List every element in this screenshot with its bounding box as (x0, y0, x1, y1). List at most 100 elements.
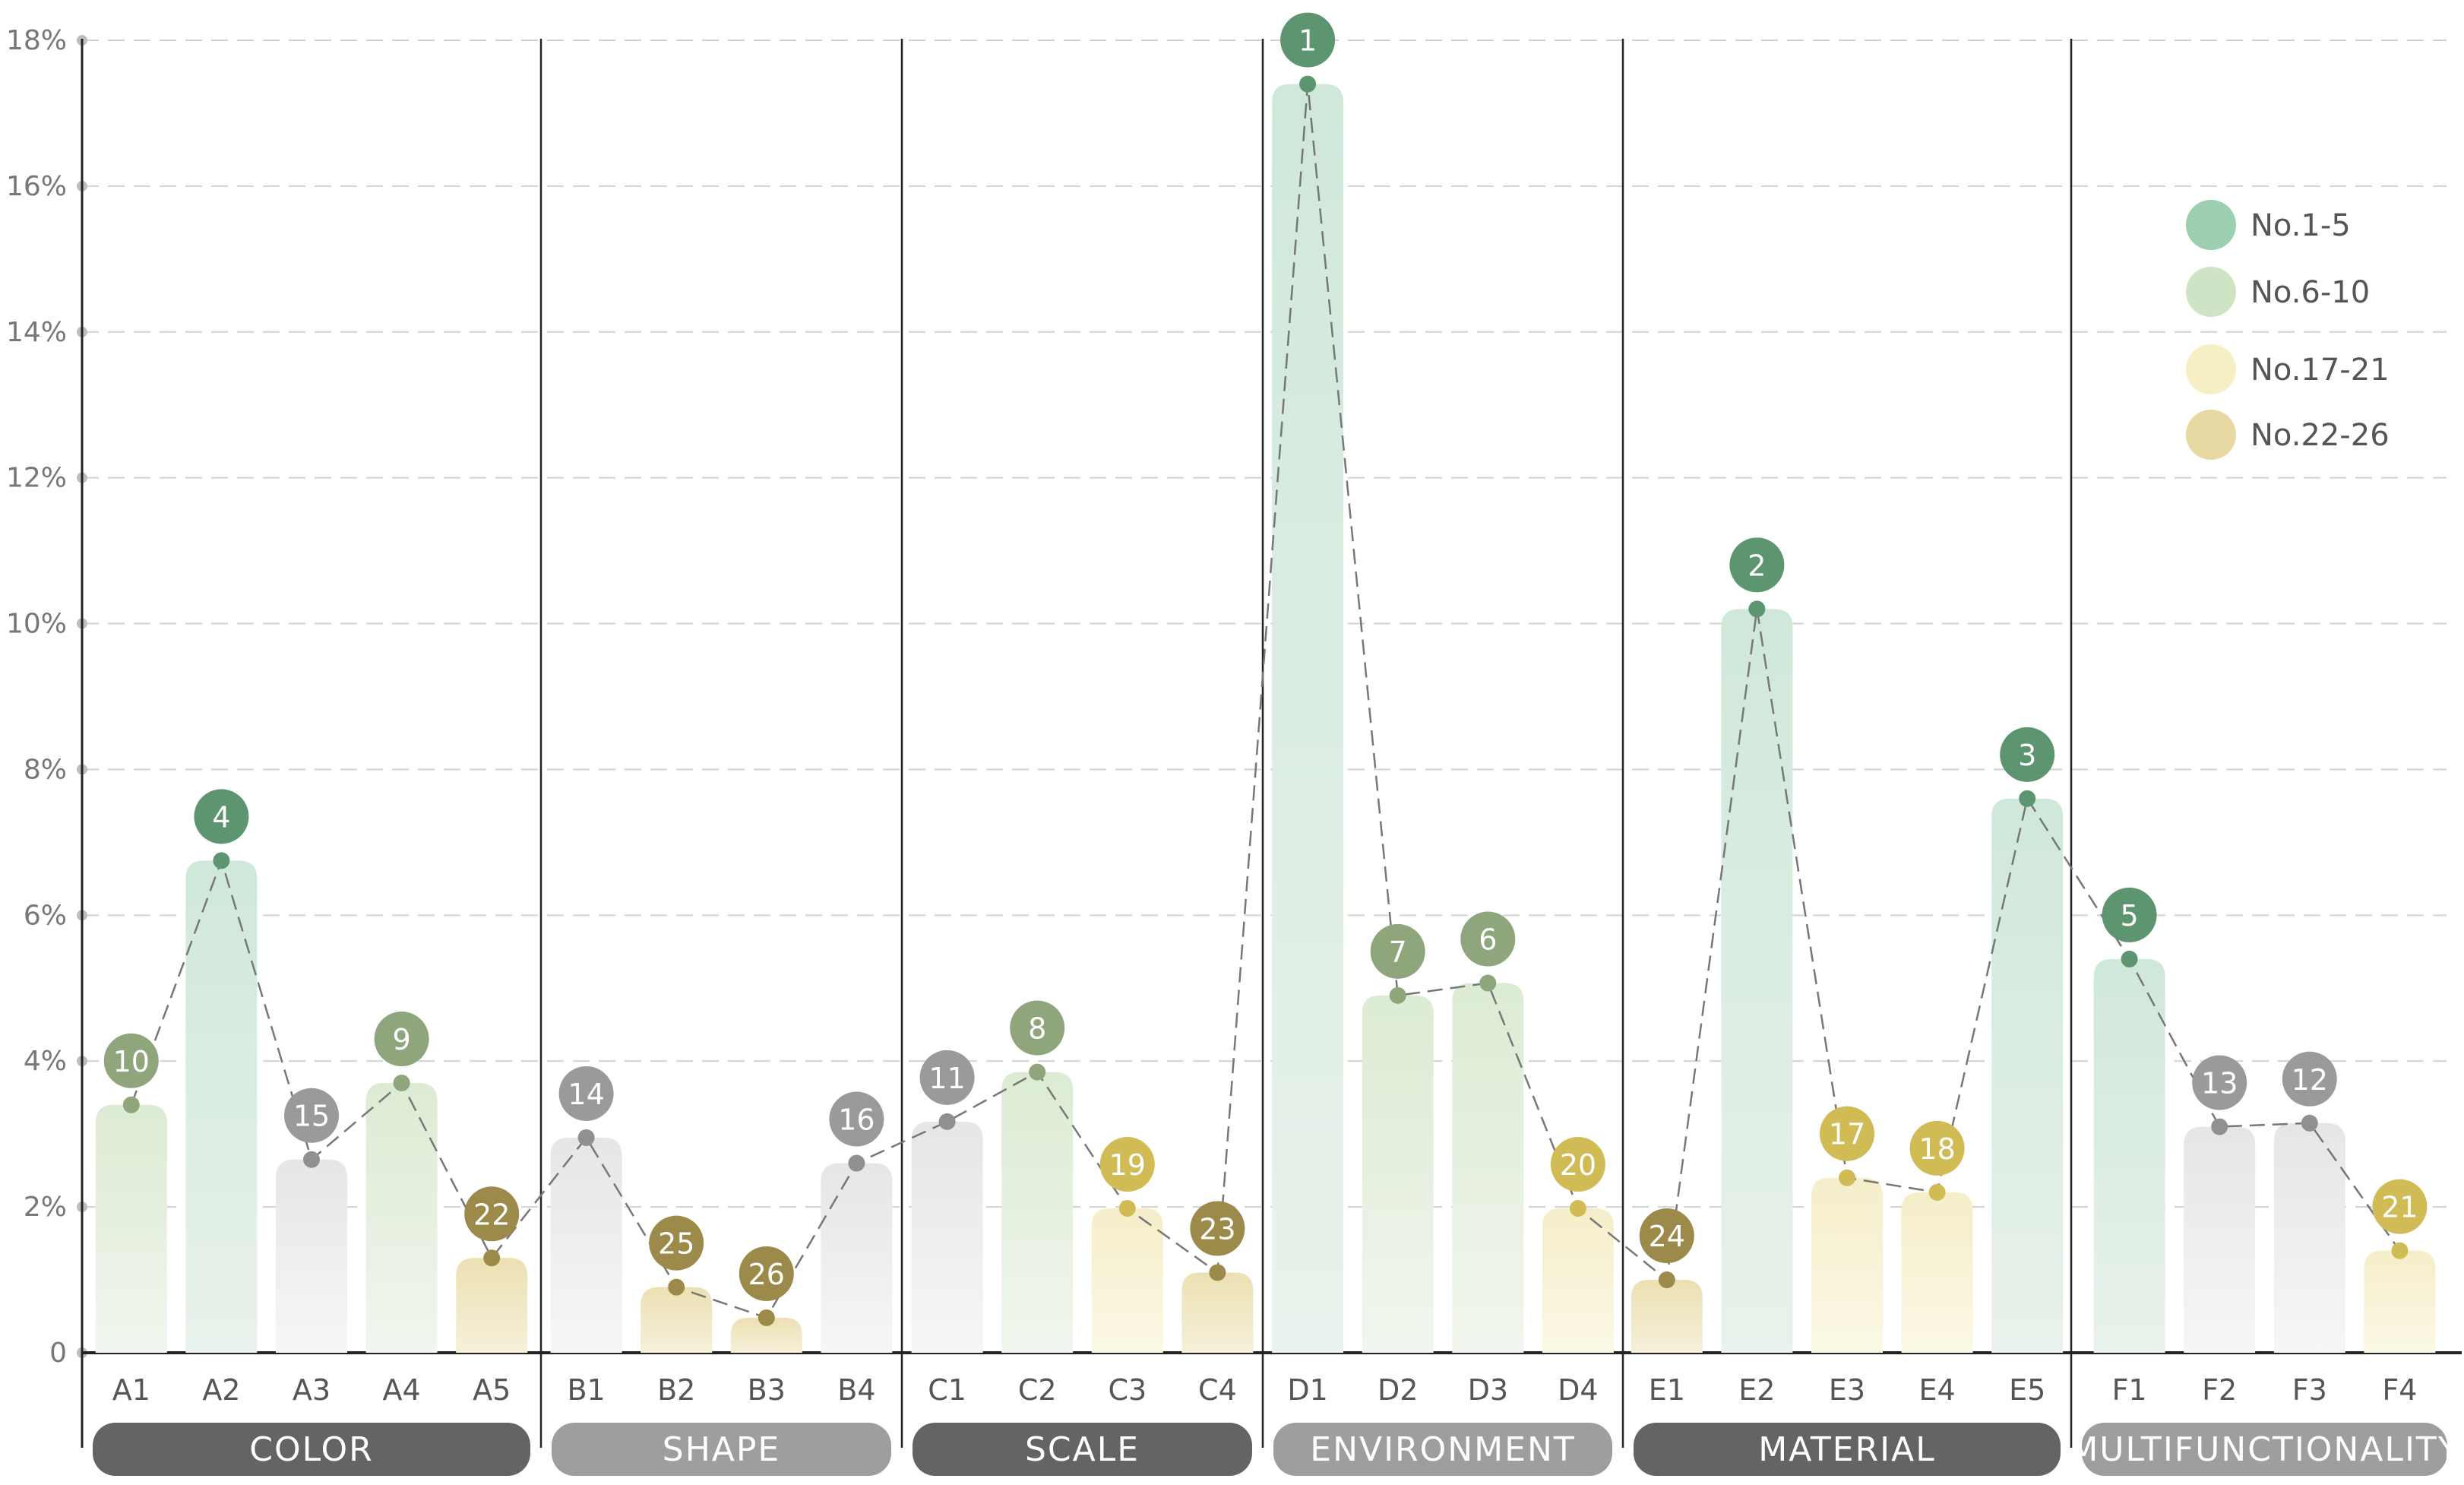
xtick-E1: E1 (1649, 1373, 1685, 1407)
point-C4 (1209, 1264, 1226, 1281)
ytick-label: 0 (49, 1338, 67, 1369)
point-C1 (938, 1113, 956, 1130)
point-E5 (2019, 790, 2036, 807)
bar-C3 (1091, 1208, 1163, 1353)
ytick-label: 8% (24, 754, 67, 785)
ytick-label: 16% (6, 171, 67, 202)
rank-badge-B2 (649, 1215, 704, 1271)
bar-F2 (2184, 1126, 2256, 1353)
bar-C2 (1001, 1072, 1074, 1353)
point-B4 (848, 1154, 865, 1172)
xtick-D3: D3 (1468, 1373, 1508, 1407)
rank-badge-B1 (558, 1065, 614, 1121)
point-E3 (1839, 1169, 1855, 1186)
rank-label-F3: 12 (2292, 1063, 2328, 1097)
xtick-A4: A4 (383, 1373, 421, 1407)
rank-label-E3: 17 (1829, 1118, 1865, 1151)
rank-badge-E2 (1729, 537, 1785, 593)
legend-label: No.17-21 (2250, 353, 2390, 388)
rank-label-D1: 1 (1298, 24, 1317, 58)
rank-badge-E1 (1639, 1208, 1694, 1264)
rank-badge-F4 (2372, 1179, 2428, 1234)
bar-E5 (1991, 798, 2064, 1353)
xtick-D2: D2 (1377, 1373, 1418, 1407)
rank-badge-B3 (739, 1246, 794, 1301)
rank-badge-D4 (1550, 1137, 1605, 1192)
xtick-F2: F2 (2202, 1373, 2237, 1407)
point-D2 (1389, 986, 1406, 1004)
legend-label: No.6-10 (2250, 275, 2370, 310)
xtick-A2: A2 (202, 1373, 240, 1407)
bar-D3 (1452, 983, 1524, 1353)
group-pill-material (1634, 1423, 2061, 1476)
rank-badge-A5 (464, 1186, 520, 1242)
point-A3 (303, 1151, 320, 1168)
bar-A3 (276, 1159, 347, 1353)
rank-badge-D1 (1280, 12, 1336, 68)
xtick-E3: E3 (1829, 1373, 1865, 1407)
xtick-C4: C4 (1198, 1373, 1237, 1407)
xtick-E2: E2 (1738, 1373, 1775, 1407)
rank-badge-F3 (2282, 1051, 2337, 1107)
rank-badge-E4 (1909, 1120, 1965, 1176)
xtick-A1: A1 (112, 1373, 150, 1407)
bar-E1 (1631, 1280, 1703, 1353)
legend-label: No.22-26 (2250, 418, 2390, 453)
rank-badge-E3 (1820, 1106, 1874, 1161)
group-label-scale: SCALE (1025, 1430, 1140, 1469)
rank-badge-A3 (284, 1088, 339, 1143)
point-F1 (2121, 950, 2138, 967)
rank-label-D2: 7 (1389, 936, 1407, 969)
group-pill-shape (552, 1423, 891, 1476)
xtick-A5: A5 (473, 1373, 511, 1407)
xtick-D4: D4 (1558, 1373, 1598, 1407)
point-B3 (758, 1309, 775, 1326)
point-E2 (1748, 600, 1766, 618)
group-label-multifunctionality: MULTIFUNCTIONALITY (2069, 1430, 2459, 1469)
group-pill-color (93, 1423, 530, 1476)
point-F4 (2391, 1242, 2409, 1259)
point-A2 (213, 852, 230, 869)
xtick-A3: A3 (293, 1373, 331, 1407)
bar-F3 (2273, 1122, 2345, 1353)
group-label-material: MATERIAL (1758, 1430, 1936, 1469)
rank-label-D3: 6 (1479, 923, 1497, 957)
bar-A5 (456, 1258, 528, 1353)
bar-F1 (2093, 958, 2165, 1353)
rank-label-F2: 13 (2201, 1067, 2238, 1100)
bar-E2 (1721, 609, 1793, 1353)
bar-D4 (1542, 1208, 1614, 1353)
legend: No.1-5 No.6-10 No.17-21 No.22-26 (2186, 200, 2390, 460)
rank-label-A4: 9 (393, 1023, 411, 1056)
group-pill-multifunctionality (2082, 1423, 2447, 1476)
bar-E4 (1901, 1192, 1973, 1353)
rank-label-B4: 16 (838, 1103, 875, 1137)
xtick-B2: B2 (657, 1373, 695, 1407)
xtick-F1: F1 (2112, 1373, 2147, 1407)
xtick-F4: F4 (2382, 1373, 2417, 1407)
point-E4 (1928, 1183, 1946, 1201)
xtick-C1: C1 (928, 1373, 966, 1407)
legend-swatch (2186, 200, 2236, 250)
ytick-label: 6% (24, 900, 67, 931)
rank-label-B3: 26 (748, 1258, 785, 1291)
rank-label-B2: 25 (658, 1227, 694, 1261)
rank-label-C4: 23 (1199, 1212, 1235, 1246)
rank-badge-A1 (103, 1033, 159, 1088)
rank-badge-A2 (194, 789, 249, 844)
rank-badge-C2 (1010, 1000, 1065, 1056)
rank-badge-C4 (1190, 1201, 1245, 1256)
point-A4 (393, 1075, 410, 1092)
legend-label: No.1-5 (2250, 208, 2351, 243)
group-label-shape: SHAPE (663, 1430, 780, 1469)
group-label-color: COLOR (249, 1430, 374, 1469)
xtick-C3: C3 (1108, 1373, 1147, 1407)
point-D1 (1299, 75, 1317, 93)
xtick-D1: D1 (1287, 1373, 1327, 1407)
rank-label-C1: 11 (928, 1062, 965, 1095)
bar-B4 (821, 1163, 893, 1353)
rank-label-F1: 5 (2121, 899, 2139, 932)
bar-D1 (1272, 84, 1344, 1354)
